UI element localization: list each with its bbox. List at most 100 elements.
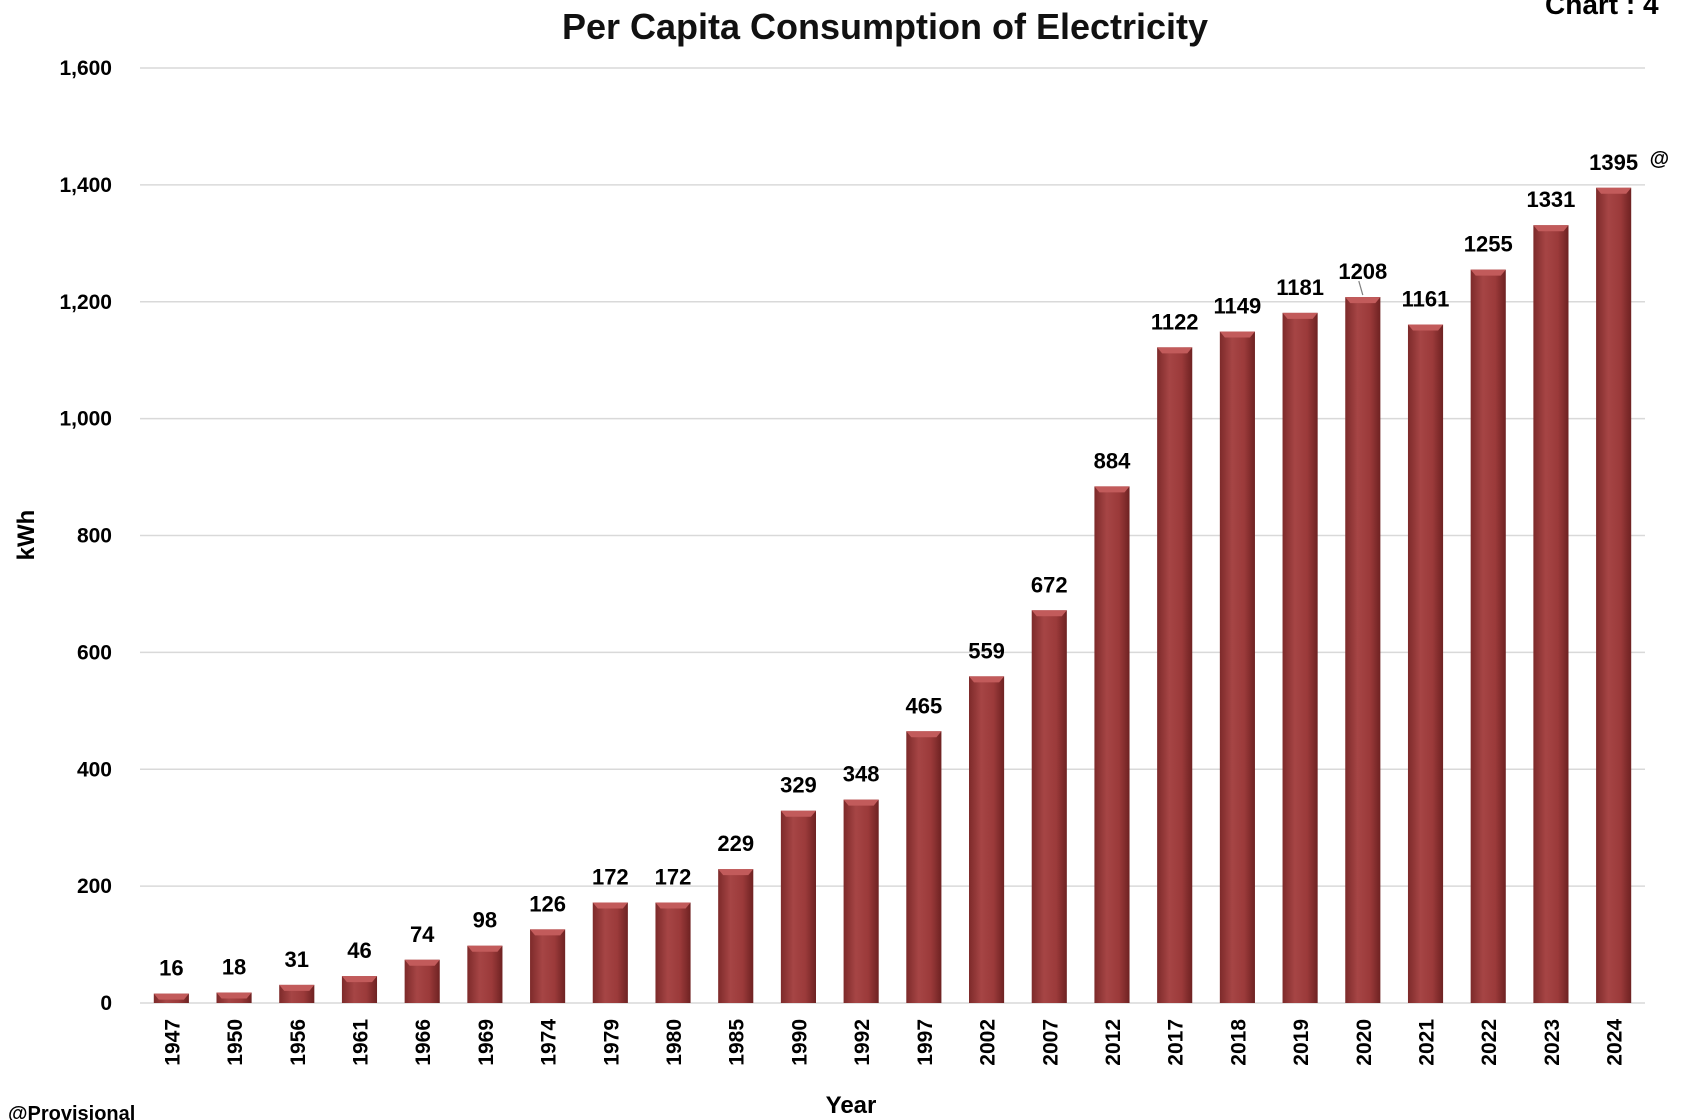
bar-bevel	[1282, 312, 1318, 319]
bar-bevel	[279, 984, 315, 991]
y-tick-label: 1,200	[59, 291, 112, 314]
bar-bevel	[1157, 347, 1193, 354]
data-label: 1149	[1214, 294, 1262, 319]
y-tick-label: 800	[77, 525, 112, 548]
data-label: 1255	[1464, 232, 1513, 257]
bar	[1407, 324, 1444, 1003]
bar	[1596, 187, 1632, 1003]
bar-bevel	[341, 976, 378, 983]
bar	[467, 945, 503, 1003]
bar	[1094, 486, 1130, 1004]
bar-bevel	[906, 731, 942, 738]
provisional-marker: @	[1650, 148, 1670, 170]
data-labels: 16 18 31 46 74 98 126 172 172 229 329 348 465 559 672 8…	[159, 148, 1669, 981]
bar-bevel	[1533, 225, 1569, 232]
bar-bevel	[780, 810, 816, 817]
bar-bevel	[1094, 486, 1130, 493]
bar-bevel	[404, 959, 440, 966]
x-tick-label: 2018	[1227, 1019, 1250, 1066]
bar	[1345, 297, 1381, 1003]
x-axis-label: Year	[826, 1092, 877, 1119]
x-tick-label: 1992	[851, 1019, 874, 1066]
x-tick-label: 1961	[349, 1019, 372, 1066]
data-label: 172	[592, 864, 629, 889]
bar	[655, 902, 691, 1003]
x-tick-label: 2023	[1541, 1019, 1564, 1066]
x-tick-label: 1997	[914, 1019, 937, 1066]
footnote-provisional: @Provisional	[8, 1103, 135, 1120]
bar-bevel	[1345, 297, 1381, 304]
y-tick-label: 1,600	[59, 57, 112, 80]
y-axis-ticks: 0 200 400 600 800 1,000 1,200 1,400 1,600	[59, 57, 112, 1015]
data-label: 126	[529, 891, 566, 916]
bar-bevel	[718, 869, 754, 876]
x-tick-label: 1985	[726, 1019, 749, 1066]
data-label: 465	[905, 693, 942, 718]
bar	[843, 799, 879, 1003]
chart-number-label: Chart : 4	[1545, 0, 1659, 20]
y-tick-label: 0	[100, 992, 112, 1015]
bar	[1533, 225, 1569, 1003]
bar-bevel	[655, 902, 691, 909]
bar	[906, 731, 942, 1003]
bar	[1282, 312, 1318, 1003]
bar-bevel	[216, 992, 252, 999]
data-label: 884	[1094, 448, 1131, 473]
x-tick-label: 2017	[1165, 1019, 1188, 1066]
bar	[404, 959, 440, 1003]
bar-bevel	[1470, 269, 1506, 276]
data-label: 1395	[1589, 150, 1638, 175]
bar-bevel	[530, 929, 566, 936]
data-label: 16	[159, 956, 183, 981]
bar-bevel	[467, 945, 503, 952]
data-label: 559	[968, 638, 1005, 663]
x-tick-label: 2007	[1039, 1019, 1062, 1066]
y-axis-label: kWh	[13, 510, 40, 561]
x-axis-ticks: 1947 1950 1956 1961 1966 1969 1974 1979 1980 1985…	[161, 1019, 1626, 1066]
bar	[1031, 610, 1067, 1003]
bar-bevel	[843, 799, 879, 806]
bars	[153, 187, 1632, 1004]
data-label: 74	[410, 922, 435, 947]
data-label: 1331	[1526, 187, 1575, 212]
bar	[530, 929, 566, 1003]
x-tick-label: 2022	[1478, 1019, 1501, 1066]
data-label: 229	[717, 831, 754, 856]
chart-title: Per Capita Consumption of Electricity	[562, 6, 1208, 47]
data-label: 1161	[1402, 287, 1450, 312]
x-tick-label: 2002	[977, 1019, 1000, 1066]
data-label: 46	[347, 938, 371, 963]
bar-bevel	[1596, 187, 1632, 194]
bar-bevel	[592, 902, 628, 909]
x-tick-label: 2012	[1102, 1019, 1125, 1066]
x-tick-label: 1990	[788, 1019, 811, 1066]
y-tick-label: 1,400	[59, 174, 112, 197]
data-label: 672	[1031, 572, 1068, 597]
y-tick-label: 1,000	[59, 408, 112, 431]
x-tick-label: 1947	[161, 1019, 184, 1066]
bar-bevel	[153, 993, 189, 1000]
data-label: 31	[285, 947, 309, 972]
data-label: 1208	[1338, 259, 1387, 284]
x-tick-label: 2020	[1353, 1019, 1376, 1066]
bar	[1470, 269, 1506, 1003]
x-tick-label: 1966	[412, 1019, 435, 1066]
bar-bevel	[969, 676, 1005, 683]
bar-bevel	[1407, 324, 1444, 331]
bar	[592, 902, 628, 1003]
x-tick-label: 1974	[538, 1019, 561, 1066]
y-tick-label: 200	[77, 875, 112, 898]
data-label: 329	[780, 773, 817, 798]
x-tick-label: 2024	[1604, 1019, 1627, 1066]
bar	[780, 810, 816, 1003]
data-label: 1122	[1151, 309, 1199, 334]
x-tick-label: 1980	[663, 1019, 686, 1066]
leader-line	[1358, 280, 1364, 296]
data-label: 98	[473, 908, 497, 933]
x-tick-label: 1956	[287, 1019, 310, 1066]
data-label: 348	[843, 762, 880, 787]
data-label: 18	[222, 954, 246, 979]
y-tick-label: 600	[77, 641, 112, 664]
